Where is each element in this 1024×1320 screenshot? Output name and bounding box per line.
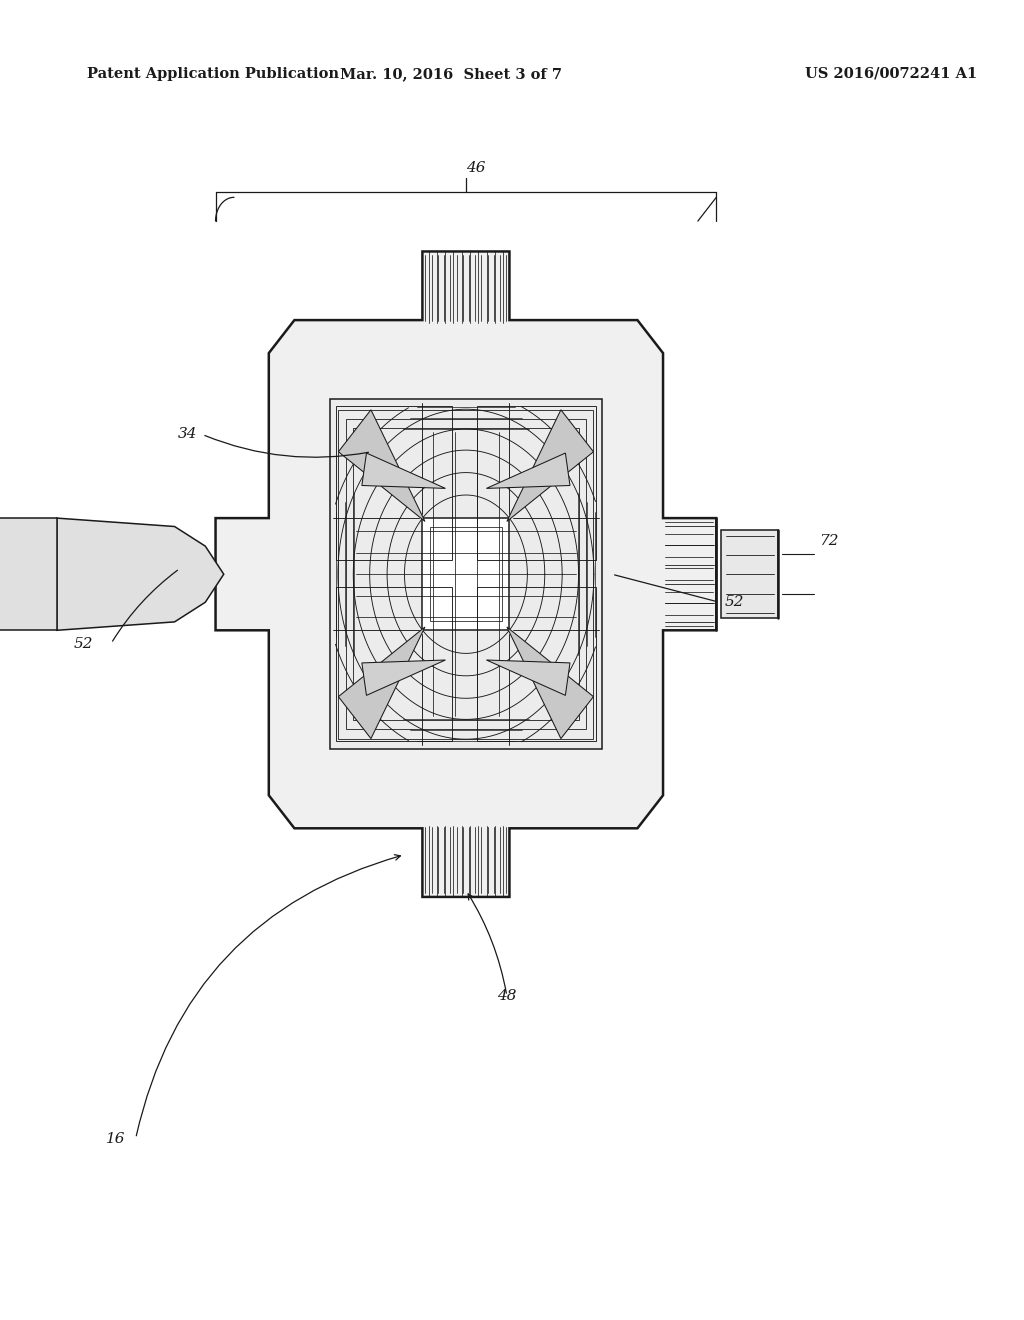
Bar xyxy=(477,407,596,560)
Text: Patent Application Publication: Patent Application Publication xyxy=(87,67,339,81)
Polygon shape xyxy=(338,409,425,521)
Text: Mar. 10, 2016  Sheet 3 of 7: Mar. 10, 2016 Sheet 3 of 7 xyxy=(340,67,561,81)
Polygon shape xyxy=(216,251,717,898)
Polygon shape xyxy=(361,453,445,488)
Bar xyxy=(721,531,778,618)
Text: 52: 52 xyxy=(725,595,744,610)
Text: 48: 48 xyxy=(497,990,517,1003)
Polygon shape xyxy=(57,519,224,631)
Bar xyxy=(336,407,453,560)
Bar xyxy=(338,409,594,739)
Bar xyxy=(346,420,586,729)
Bar xyxy=(330,399,602,750)
Polygon shape xyxy=(507,409,594,521)
Text: US 2016/0072241 A1: US 2016/0072241 A1 xyxy=(805,67,977,81)
Polygon shape xyxy=(486,453,570,488)
Bar xyxy=(430,527,503,622)
Polygon shape xyxy=(361,660,445,696)
Text: 16: 16 xyxy=(105,1133,125,1146)
Bar xyxy=(477,587,596,742)
Text: 72: 72 xyxy=(819,535,839,548)
Bar xyxy=(352,428,580,721)
Text: 34: 34 xyxy=(177,428,197,441)
Text: 52: 52 xyxy=(73,636,93,651)
Bar xyxy=(336,587,453,742)
Bar xyxy=(423,519,510,631)
Text: 46: 46 xyxy=(466,161,486,174)
Polygon shape xyxy=(507,627,594,739)
Polygon shape xyxy=(486,660,570,696)
Bar xyxy=(0,519,57,631)
Polygon shape xyxy=(338,627,425,739)
